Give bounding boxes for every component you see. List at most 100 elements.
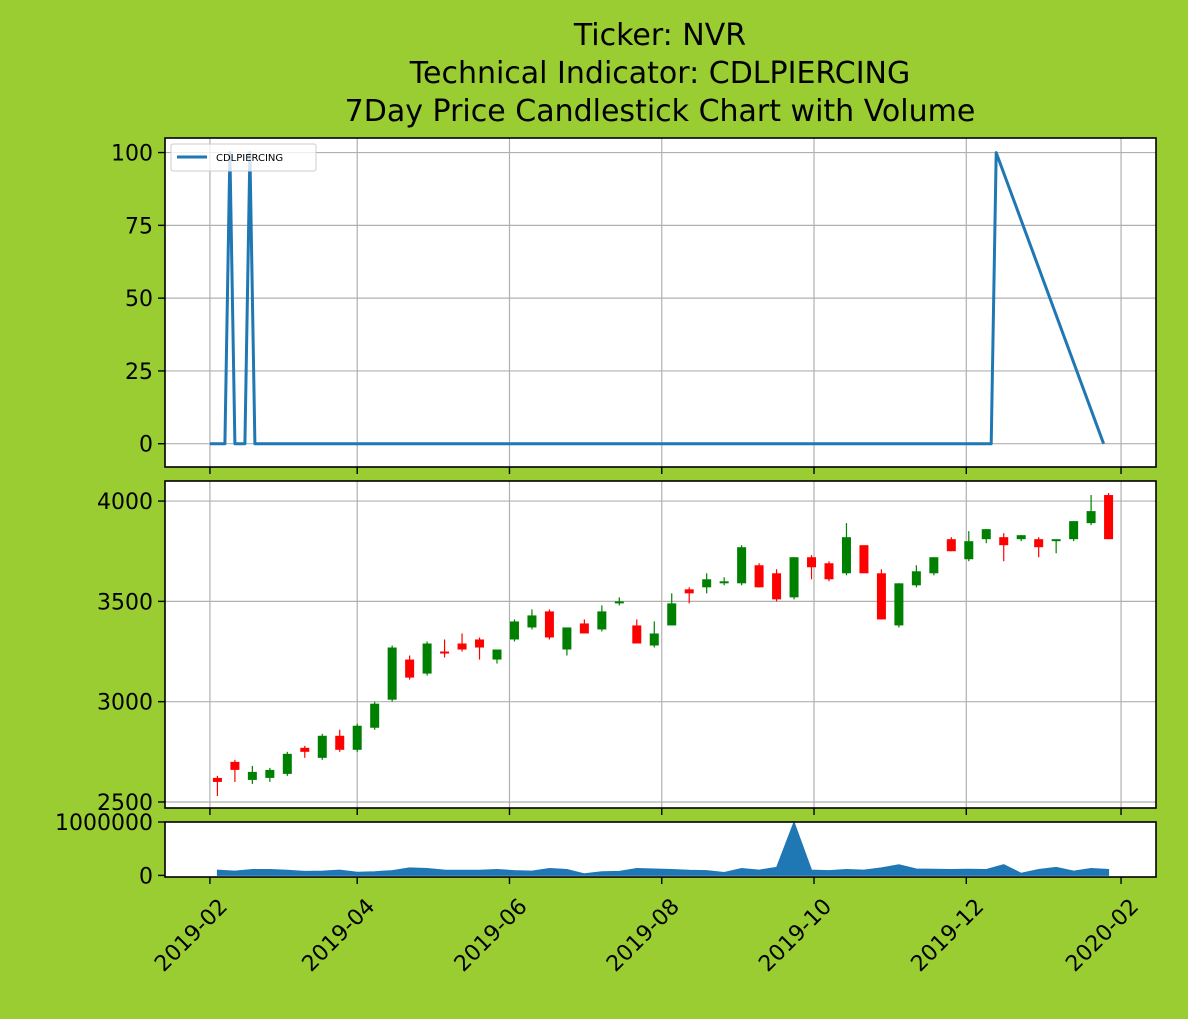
- candle-body: [300, 747, 310, 752]
- candle-body: [807, 557, 817, 568]
- price-gridlines: [165, 481, 1156, 808]
- price-ytick-label: 3000: [97, 691, 153, 716]
- candle-body: [841, 537, 851, 574]
- volume-area-fill: [216, 820, 1110, 876]
- candle: [230, 759, 240, 782]
- candle: [894, 583, 904, 628]
- candle: [352, 723, 362, 752]
- candle: [754, 563, 764, 588]
- candle-body: [1069, 521, 1079, 540]
- candle-body: [1104, 495, 1114, 540]
- candle: [946, 537, 956, 552]
- title-line-indicator: Technical Indicator: CDLPIERCING: [409, 56, 910, 91]
- candle-body: [614, 601, 624, 604]
- candle: [911, 565, 921, 588]
- x-tick-label: 2019-12: [907, 894, 990, 977]
- volume-ytick-label: 1000000: [55, 811, 153, 836]
- candle-body: [282, 753, 292, 774]
- candle: [579, 619, 589, 634]
- indicator-ytick-label: 0: [139, 433, 153, 458]
- price-ytick-label: 3500: [97, 590, 153, 615]
- legend-box: [170, 143, 317, 172]
- candle: [719, 577, 729, 586]
- candle-body: [317, 735, 327, 758]
- volume-y-axis: 0 1000000: [55, 811, 165, 889]
- candle-body: [876, 573, 886, 620]
- candle: [684, 587, 694, 604]
- x-tick-label: 2019-10: [754, 894, 837, 977]
- candle-body: [981, 529, 991, 540]
- candle: [387, 645, 397, 702]
- candle: [859, 545, 869, 574]
- candle-body: [352, 725, 362, 750]
- candle-body: [737, 547, 747, 584]
- candle: [370, 701, 380, 730]
- candle: [1051, 539, 1061, 554]
- indicator-panel-frame: [164, 137, 1157, 468]
- price-ytick-label: 2500: [97, 791, 153, 816]
- candle: [667, 593, 677, 626]
- candle: [1034, 537, 1044, 558]
- candle: [772, 569, 782, 602]
- candle: [247, 765, 257, 784]
- candle-body: [754, 565, 764, 588]
- candle-body: [772, 573, 782, 600]
- candle-body: [579, 623, 589, 634]
- price-ytick-label: 4000: [97, 490, 153, 515]
- indicator-legend: CDLPIERCING: [170, 143, 317, 172]
- candle: [807, 555, 817, 580]
- indicator-ytick-label: 25: [125, 360, 153, 385]
- indicator-panel-background: [165, 138, 1156, 467]
- candle: [737, 545, 747, 586]
- candle-body: [492, 649, 502, 660]
- candle-body: [911, 571, 921, 586]
- candle-body: [370, 703, 380, 728]
- candle: [1086, 495, 1096, 526]
- x-tick-label: 2020-02: [1061, 894, 1144, 977]
- candle: [649, 621, 659, 648]
- indicator-series: [209, 151, 1106, 446]
- candle-body: [440, 651, 450, 654]
- candle-body: [212, 777, 222, 782]
- indicator-panel: 0 25 50 75 100 CDLPIERCING: [111, 137, 1157, 468]
- indicator-ytick-label: 75: [125, 214, 153, 239]
- candle: [527, 609, 537, 630]
- candle: [789, 557, 799, 600]
- candle-body: [1034, 539, 1044, 548]
- candle-body: [1016, 535, 1026, 540]
- candle-body: [946, 539, 956, 552]
- x-tick-label: 2019-06: [450, 894, 533, 977]
- candle: [632, 619, 642, 644]
- candle: [265, 767, 275, 782]
- candle-body: [265, 769, 275, 778]
- candle-body: [894, 583, 904, 626]
- candle: [562, 627, 572, 656]
- candle: [1016, 535, 1026, 542]
- chart-title: Ticker: NVR Technical Indicator: CDLPIER…: [345, 18, 976, 129]
- candle: [317, 733, 327, 760]
- price-panel: 2500 3000 3500 4000: [97, 480, 1157, 816]
- candle: [509, 619, 519, 642]
- indicator-y-axis: 0 25 50 75 100: [111, 142, 165, 458]
- title-line-ticker: Ticker: NVR: [573, 18, 746, 53]
- indicator-ytick-label: 100: [111, 142, 153, 167]
- volume-panel-frame: [164, 821, 1157, 878]
- price-panel-background: [165, 481, 1156, 808]
- candle-body: [649, 633, 659, 646]
- price-panel-frame: [164, 480, 1157, 809]
- candle-body: [335, 735, 345, 750]
- candle: [981, 529, 991, 544]
- price-y-axis: 2500 3000 3500 4000: [97, 490, 165, 816]
- candle: [702, 573, 712, 594]
- volume-ytick-label: 0: [139, 864, 153, 889]
- title-line-description: 7Day Price Candlestick Chart with Volume: [345, 94, 976, 129]
- candle-body: [859, 545, 869, 574]
- candle: [422, 641, 432, 676]
- candle-body: [405, 659, 415, 678]
- candle: [440, 639, 450, 658]
- candle-body: [789, 557, 799, 598]
- candle: [614, 597, 624, 606]
- candle-body: [667, 603, 677, 626]
- candle: [475, 637, 485, 660]
